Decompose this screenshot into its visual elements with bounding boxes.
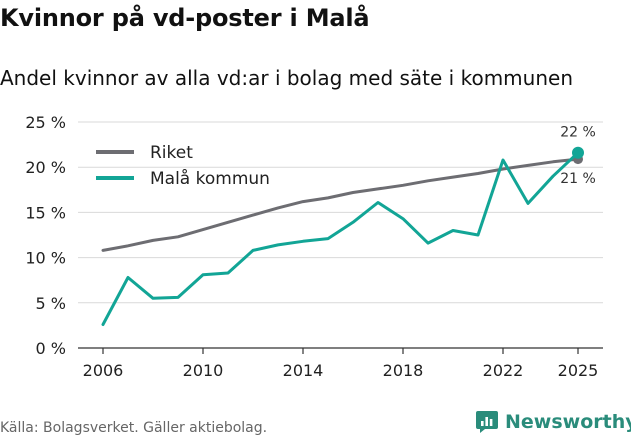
x-tick-label: 2018 xyxy=(383,361,424,380)
y-tick-label: 15 % xyxy=(25,203,66,222)
x-tick-label: 2014 xyxy=(283,361,324,380)
y-tick-label: 0 % xyxy=(36,339,66,358)
x-tick-label: 2025 xyxy=(558,361,599,380)
y-tick-label: 10 % xyxy=(25,249,66,268)
legend: Riket Malå kommun xyxy=(96,143,270,189)
legend-label: Riket xyxy=(150,143,193,163)
grid-lines xyxy=(78,121,603,349)
line-chart: 0 % 5 % 10 % 15 % 20 % 25 % 2006 2010 2014 2018 20… xyxy=(25,113,603,380)
data-point xyxy=(572,146,584,159)
legend-label: Malå kommun xyxy=(150,168,270,189)
end-value-label: 21 % xyxy=(560,171,596,187)
newsworthy-logo-icon xyxy=(476,411,498,433)
x-tick-label: 2006 xyxy=(83,361,124,380)
y-tick-label: 25 % xyxy=(25,113,66,132)
end-value-label: 22 % xyxy=(560,125,596,141)
source-note: Källa: Bolagsverket. Gäller aktiebolag. xyxy=(0,420,268,436)
page-title: Kvinnor på vd-poster i Malå xyxy=(0,4,370,32)
series-line-kommun xyxy=(101,151,580,326)
y-tick-label: 20 % xyxy=(25,158,66,177)
y-tick-label: 5 % xyxy=(36,294,66,313)
series: 21 % 22 % xyxy=(101,125,596,326)
axes: 0 % 5 % 10 % 15 % 20 % 25 % 2006 2010 2014 2018 20… xyxy=(25,113,598,380)
brand-logo[interactable]: Newsworthy xyxy=(476,410,631,434)
x-tick-label: 2010 xyxy=(183,361,224,380)
x-tick-label: 2022 xyxy=(483,361,524,380)
brand-name: Newsworthy xyxy=(505,411,631,433)
page-subtitle: Andel kvinnor av alla vd:ar i bolag med … xyxy=(0,66,573,90)
